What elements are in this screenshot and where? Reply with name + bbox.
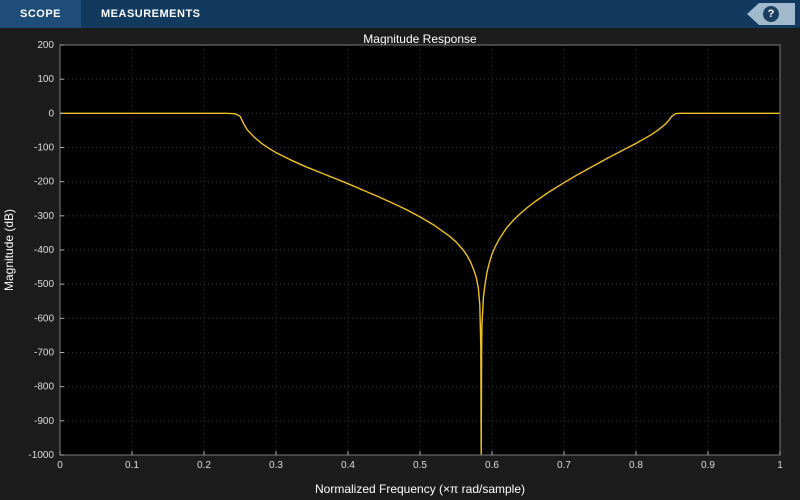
x-tick-label: 1 bbox=[777, 460, 783, 471]
y-tick-label: 0 bbox=[48, 108, 54, 119]
y-tick-label: -100 bbox=[34, 143, 54, 154]
x-tick-label: 0.2 bbox=[197, 460, 211, 471]
y-tick-label: 200 bbox=[37, 40, 54, 51]
y-tick-label: -1000 bbox=[28, 450, 54, 461]
x-axis-label: Normalized Frequency (×π rad/sample) bbox=[314, 482, 526, 496]
y-tick-label: -900 bbox=[34, 416, 54, 427]
x-tick-label: 0.1 bbox=[125, 460, 139, 471]
y-tick-label: -600 bbox=[34, 313, 54, 324]
x-tick-label: 0.8 bbox=[629, 460, 643, 471]
y-tick-label: -700 bbox=[34, 348, 54, 359]
help-button[interactable]: ? bbox=[747, 3, 795, 25]
toolbar: SCOPE MEASUREMENTS ? bbox=[0, 0, 800, 28]
plot-title: Magnitude Response bbox=[363, 32, 477, 46]
x-tick-label: 0 bbox=[57, 460, 63, 471]
y-tick-label: 100 bbox=[37, 74, 54, 85]
x-tick-label: 0.3 bbox=[269, 460, 283, 471]
y-tick-label: -500 bbox=[34, 279, 54, 290]
y-tick-label: -800 bbox=[34, 382, 54, 393]
x-tick-label: 0.4 bbox=[341, 460, 355, 471]
tab-scope[interactable]: SCOPE bbox=[0, 0, 82, 28]
tab-measurements[interactable]: MEASUREMENTS bbox=[101, 8, 201, 20]
y-tick-label: -200 bbox=[34, 177, 54, 188]
axes-canvas: 0 0.1 0.2 0.3 0.4 0.5 0.6 0.7 0.8 0.9 12001000-100… bbox=[28, 40, 783, 471]
help-icon: ? bbox=[763, 6, 779, 22]
x-tick-label: 0.9 bbox=[701, 460, 715, 471]
y-tick-label: -300 bbox=[34, 211, 54, 222]
x-tick-label: 0.5 bbox=[413, 460, 427, 471]
x-tick-label: 0.7 bbox=[557, 460, 571, 471]
x-tick-label: 0.6 bbox=[485, 460, 499, 471]
magnitude-curve bbox=[60, 112, 780, 455]
magnitude-response-plot: Magnitude Response Magnitude (dB) Normal… bbox=[0, 28, 800, 500]
y-tick-label: -400 bbox=[34, 245, 54, 256]
